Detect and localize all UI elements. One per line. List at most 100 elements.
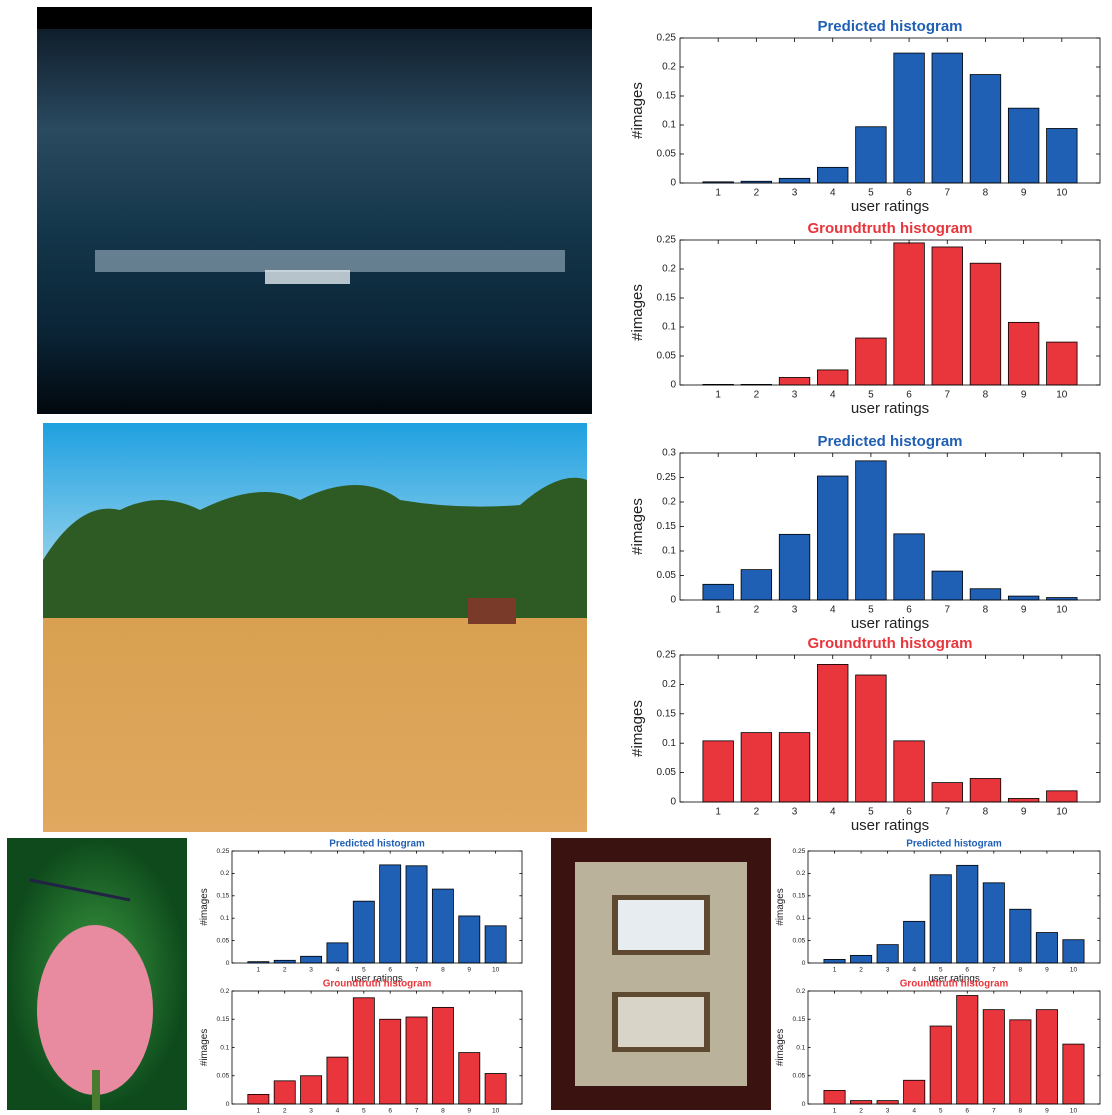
x-tick-label: 7 (944, 605, 950, 616)
y-axis-label: #images (629, 284, 646, 341)
bar (983, 883, 1004, 963)
bar (894, 243, 925, 385)
bar (932, 783, 963, 802)
bar (459, 916, 480, 963)
bar (932, 571, 963, 600)
x-tick-label: 6 (965, 966, 969, 973)
x-tick-label: 3 (309, 1107, 313, 1114)
y-tick-label: 0.2 (662, 497, 676, 508)
x-tick-label: 10 (492, 966, 500, 973)
bar (932, 53, 963, 183)
x-tick-label: 7 (944, 807, 950, 818)
bar (856, 338, 887, 385)
bar (1063, 1044, 1084, 1104)
bar (485, 926, 506, 963)
bar (459, 1053, 480, 1104)
y-axis-label: #images (629, 498, 646, 555)
chart-title: Predicted histogram (906, 838, 1002, 849)
x-tick-label: 5 (939, 1107, 943, 1114)
bar (1010, 909, 1031, 963)
bar (850, 1101, 871, 1104)
bar (957, 865, 978, 963)
x-tick-label: 6 (388, 966, 392, 973)
x-tick-label: 4 (912, 966, 916, 973)
y-tick-label: 0.05 (657, 351, 677, 362)
x-tick-label: 6 (965, 1107, 969, 1114)
y-tick-label: 0.25 (657, 235, 677, 246)
x-tick-label: 3 (792, 605, 798, 616)
photo-harbor (37, 7, 592, 414)
bar (432, 1007, 453, 1104)
x-tick-label: 3 (792, 390, 798, 401)
x-tick-label: 4 (830, 807, 836, 818)
x-tick-label: 3 (309, 966, 313, 973)
x-tick-label: 6 (388, 1107, 392, 1114)
y-axis-label: #images (775, 1029, 786, 1066)
y-tick-label: 0 (670, 595, 676, 606)
bar (741, 570, 772, 600)
x-tick-label: 8 (983, 390, 989, 401)
y-tick-label: 0 (670, 178, 676, 189)
x-tick-label: 9 (467, 1107, 471, 1114)
bar (824, 1090, 845, 1104)
y-tick-label: 0.1 (662, 546, 676, 557)
y-tick-label: 0.1 (220, 1044, 229, 1051)
bar (1008, 322, 1039, 385)
y-tick-label: 0.1 (662, 738, 676, 749)
x-tick-label: 10 (1070, 1107, 1078, 1114)
x-tick-label: 2 (859, 966, 863, 973)
y-tick-label: 0.05 (793, 937, 806, 944)
y-tick-label: 0.15 (657, 91, 677, 102)
bar (930, 875, 951, 963)
bar (301, 1076, 322, 1104)
x-tick-label: 9 (1021, 390, 1027, 401)
y-tick-label: 0.1 (220, 915, 229, 922)
y-tick-label: 0 (802, 960, 806, 967)
x-tick-label: 2 (283, 1107, 287, 1114)
x-tick-label: 10 (1056, 807, 1068, 818)
x-tick-label: 8 (441, 966, 445, 973)
y-tick-label: 0.05 (657, 149, 677, 160)
bar (248, 1094, 269, 1104)
bar (741, 733, 772, 802)
x-tick-label: 9 (1045, 1107, 1049, 1114)
x-tick-label: 2 (754, 807, 760, 818)
y-tick-label: 0.15 (793, 1016, 806, 1023)
chart-title: Groundtruth histogram (808, 635, 973, 652)
y-tick-label: 0.2 (220, 988, 229, 995)
bar (779, 178, 810, 183)
y-axis-label: #images (629, 700, 646, 757)
x-tick-label: 1 (715, 807, 721, 818)
y-tick-label: 0.05 (657, 767, 677, 778)
bar (301, 956, 322, 963)
x-tick-label: 2 (859, 1107, 863, 1114)
bar (817, 476, 848, 600)
chart-title: Predicted histogram (817, 18, 962, 35)
y-tick-label: 0.05 (657, 570, 677, 581)
y-tick-label: 0.2 (220, 870, 229, 877)
bar (327, 943, 348, 963)
x-tick-label: 4 (336, 1107, 340, 1114)
bar (850, 955, 871, 963)
bar (970, 589, 1001, 600)
x-tick-label: 10 (1070, 966, 1078, 973)
x-tick-label: 7 (415, 966, 419, 973)
x-tick-label: 9 (1021, 807, 1027, 818)
y-tick-label: 0.25 (657, 33, 677, 44)
x-tick-label: 1 (833, 966, 837, 973)
bar (1036, 1010, 1057, 1104)
x-tick-label: 1 (715, 605, 721, 616)
y-tick-label: 0.1 (796, 915, 805, 922)
bar (970, 263, 1001, 385)
x-tick-label: 7 (992, 1107, 996, 1114)
bar (353, 998, 374, 1104)
y-tick-label: 0.15 (217, 893, 230, 900)
x-tick-label: 3 (792, 807, 798, 818)
y-tick-label: 0.15 (657, 521, 677, 532)
x-tick-label: 9 (467, 966, 471, 973)
x-tick-label: 10 (1056, 390, 1068, 401)
x-axis-label: user ratings (851, 615, 929, 632)
x-tick-label: 8 (983, 188, 989, 199)
bar (353, 901, 374, 963)
x-tick-label: 3 (886, 966, 890, 973)
